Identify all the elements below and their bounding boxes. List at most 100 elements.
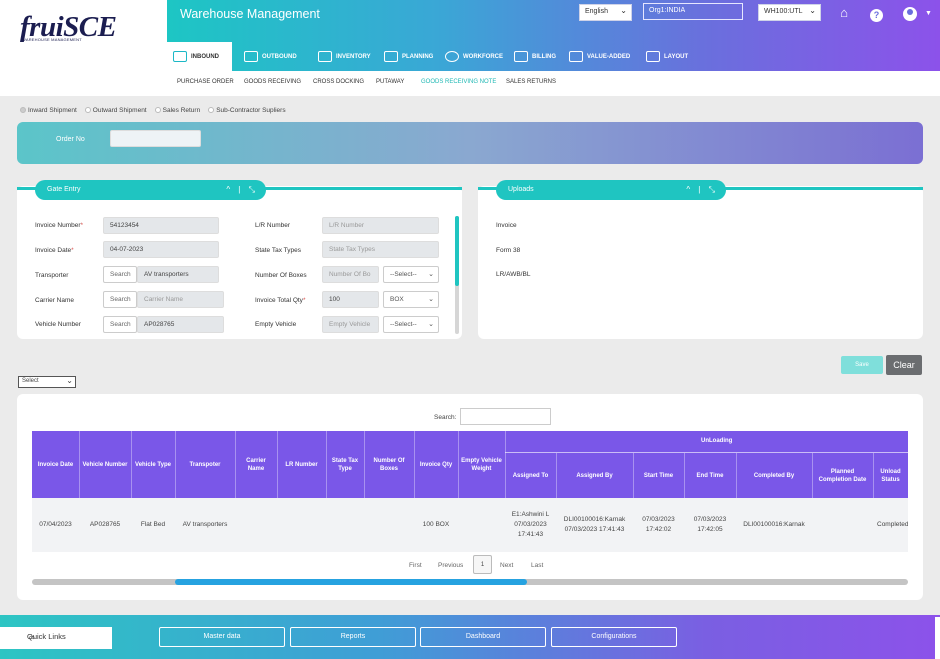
column-divider — [873, 453, 874, 498]
uploads-card — [478, 186, 923, 339]
carrier-search-button[interactable]: Search — [103, 291, 137, 308]
save-button[interactable]: Save — [841, 356, 883, 374]
pagination-last[interactable]: Last — [531, 562, 544, 569]
column-header[interactable]: End Time — [696, 472, 724, 479]
select-value: Select — [22, 378, 39, 384]
column-header[interactable]: LR Number — [285, 461, 318, 468]
lr-number-input[interactable]: L/R Number — [322, 217, 439, 234]
radio-label: Outward Shipment — [92, 107, 147, 114]
carrier-name-input[interactable]: Carrier Name — [137, 291, 224, 308]
footer-dashboard[interactable]: Dashboard — [420, 627, 546, 647]
table-row[interactable] — [32, 498, 908, 552]
column-header[interactable]: Number Of Boxes — [373, 457, 405, 472]
org-field[interactable]: Org1:INDIA — [643, 3, 743, 20]
quick-links[interactable]: Quick Links — [0, 627, 112, 649]
caret-down-icon[interactable]: ▼ — [925, 10, 932, 17]
number-of-boxes-input[interactable]: Number Of Bo — [322, 266, 379, 283]
tab-workforce[interactable]: WORKFORCE — [439, 42, 509, 71]
column-header[interactable]: State Tax Type — [331, 457, 359, 472]
gate-entry-scroll-thumb[interactable] — [455, 216, 459, 286]
column-header[interactable]: Transpoter — [189, 461, 221, 468]
column-header[interactable]: Assigned To — [512, 472, 549, 479]
radio-icon — [208, 107, 215, 114]
invoice-date-input[interactable]: 04-07-2023 — [103, 241, 219, 258]
subtab-putaway[interactable]: PUTAWAY — [376, 79, 405, 85]
upload-invoice-label: Invoice — [496, 222, 517, 229]
warehouse-select[interactable]: WH100:UTL ⌄ — [758, 4, 821, 21]
transporter-input[interactable]: AV transporters — [137, 266, 219, 283]
footer-configurations[interactable]: Configurations — [551, 627, 677, 647]
table-cell — [235, 498, 277, 552]
collapse-icon[interactable]: ^ | ⤡ — [686, 185, 718, 194]
invoice-total-qty-input[interactable]: 100 — [322, 291, 379, 308]
unit-select[interactable]: BOX ⌄ — [383, 291, 439, 308]
subtab-purchase-order[interactable]: PURCHASE ORDER — [177, 79, 234, 85]
tab-billing[interactable]: BILLING — [508, 42, 562, 71]
number-of-boxes-select[interactable]: --Select-- ⌄ — [383, 266, 439, 283]
column-divider — [736, 453, 737, 498]
radio-sub-contractor[interactable]: Sub-Contractor Supliers — [208, 107, 286, 114]
sub-nav — [0, 71, 940, 96]
collapse-icon[interactable]: ^ | ⤡ — [226, 185, 258, 194]
user-icon[interactable] — [903, 7, 917, 21]
home-icon[interactable]: ⌂ — [840, 5, 848, 20]
layout-icon — [646, 51, 660, 62]
column-header[interactable]: Invoice Qty — [419, 461, 453, 468]
column-divider — [235, 431, 236, 498]
column-header[interactable]: Vehicle Number — [82, 461, 128, 468]
chevron-down-icon: ⌄ — [620, 6, 627, 15]
column-divider — [458, 431, 459, 498]
column-header[interactable]: Empty Vehicle Weight — [461, 457, 502, 472]
order-no-input[interactable] — [110, 130, 201, 147]
column-header[interactable]: Start Time — [643, 472, 674, 479]
tab-inventory[interactable]: INVENTORY — [312, 42, 377, 71]
column-header[interactable]: Vehicle Type — [135, 461, 171, 468]
chevron-down-icon: ⌄ — [809, 6, 816, 15]
vehicle-number-input[interactable]: AP028765 — [137, 316, 224, 333]
gate-entry-header: Gate Entry ^ | ⤡ — [35, 180, 266, 200]
table-search-input[interactable] — [460, 408, 551, 425]
column-header[interactable]: Completed By — [753, 472, 795, 479]
vehicle-search-button[interactable]: Search — [103, 316, 137, 333]
invoice-number-input[interactable]: 54123454 — [103, 217, 219, 234]
empty-vehicle-select[interactable]: --Select-- ⌄ — [383, 316, 439, 333]
footer-master-data[interactable]: Master data — [159, 627, 285, 647]
radio-outward[interactable]: Outward Shipment — [84, 107, 147, 114]
tab-inbound[interactable]: INBOUND — [167, 42, 232, 71]
tab-layout[interactable]: LAYOUT — [640, 42, 694, 71]
tab-outbound[interactable]: OUTBOUND — [238, 42, 303, 71]
column-header[interactable]: Unload Status — [880, 468, 901, 483]
table-scroll-thumb[interactable] — [175, 579, 527, 585]
edge-bar — [935, 617, 940, 659]
table-cell: 07/03/2023 17:42:05 — [693, 516, 727, 533]
tab-label: VALUE-ADDED — [587, 53, 631, 60]
pagination-first[interactable]: First — [409, 562, 422, 569]
column-header[interactable]: Invoice Date — [37, 461, 74, 468]
clear-button[interactable]: Clear — [886, 355, 922, 375]
footer-reports[interactable]: Reports — [290, 627, 416, 647]
pagination-previous[interactable]: Previous — [438, 562, 464, 569]
subtab-cross-docking[interactable]: CROSS DOCKING — [313, 79, 365, 85]
tab-planning[interactable]: PLANNING — [378, 42, 439, 71]
help-icon[interactable]: ? — [870, 9, 883, 22]
group-header-divider — [505, 452, 908, 453]
subtab-goods-receiving-note[interactable]: GOODS RECEIVING NOTE — [421, 79, 497, 85]
footer — [0, 615, 940, 659]
empty-vehicle-input[interactable]: Empty Vehicle — [322, 316, 379, 333]
column-header[interactable]: Carrier Name — [246, 457, 266, 472]
language-select[interactable]: English ⌄ — [579, 4, 632, 21]
pagination-next[interactable]: Next — [500, 562, 514, 569]
subtab-goods-receiving[interactable]: GOODS RECEIVING — [244, 79, 302, 85]
tab-value-added[interactable]: VALUE-ADDED — [563, 42, 636, 71]
uploads-title: Uploads — [508, 186, 534, 193]
subtab-sales-returns[interactable]: SALES RETURNS — [506, 79, 557, 85]
table-cell: 07/04/2023 — [39, 521, 72, 528]
radio-sales-return[interactable]: Sales Return — [154, 107, 200, 114]
transporter-search-button[interactable]: Search — [103, 266, 137, 283]
radio-inward[interactable]: Inward Shipment — [20, 107, 77, 114]
page-size-select[interactable]: Select ⌄ — [18, 376, 76, 388]
column-header[interactable]: Planned Completion Date — [818, 468, 867, 483]
state-tax-input[interactable]: State Tax Types — [322, 241, 439, 258]
column-header[interactable]: Assigned By — [576, 472, 613, 479]
pagination-current[interactable]: 1 — [473, 555, 492, 574]
